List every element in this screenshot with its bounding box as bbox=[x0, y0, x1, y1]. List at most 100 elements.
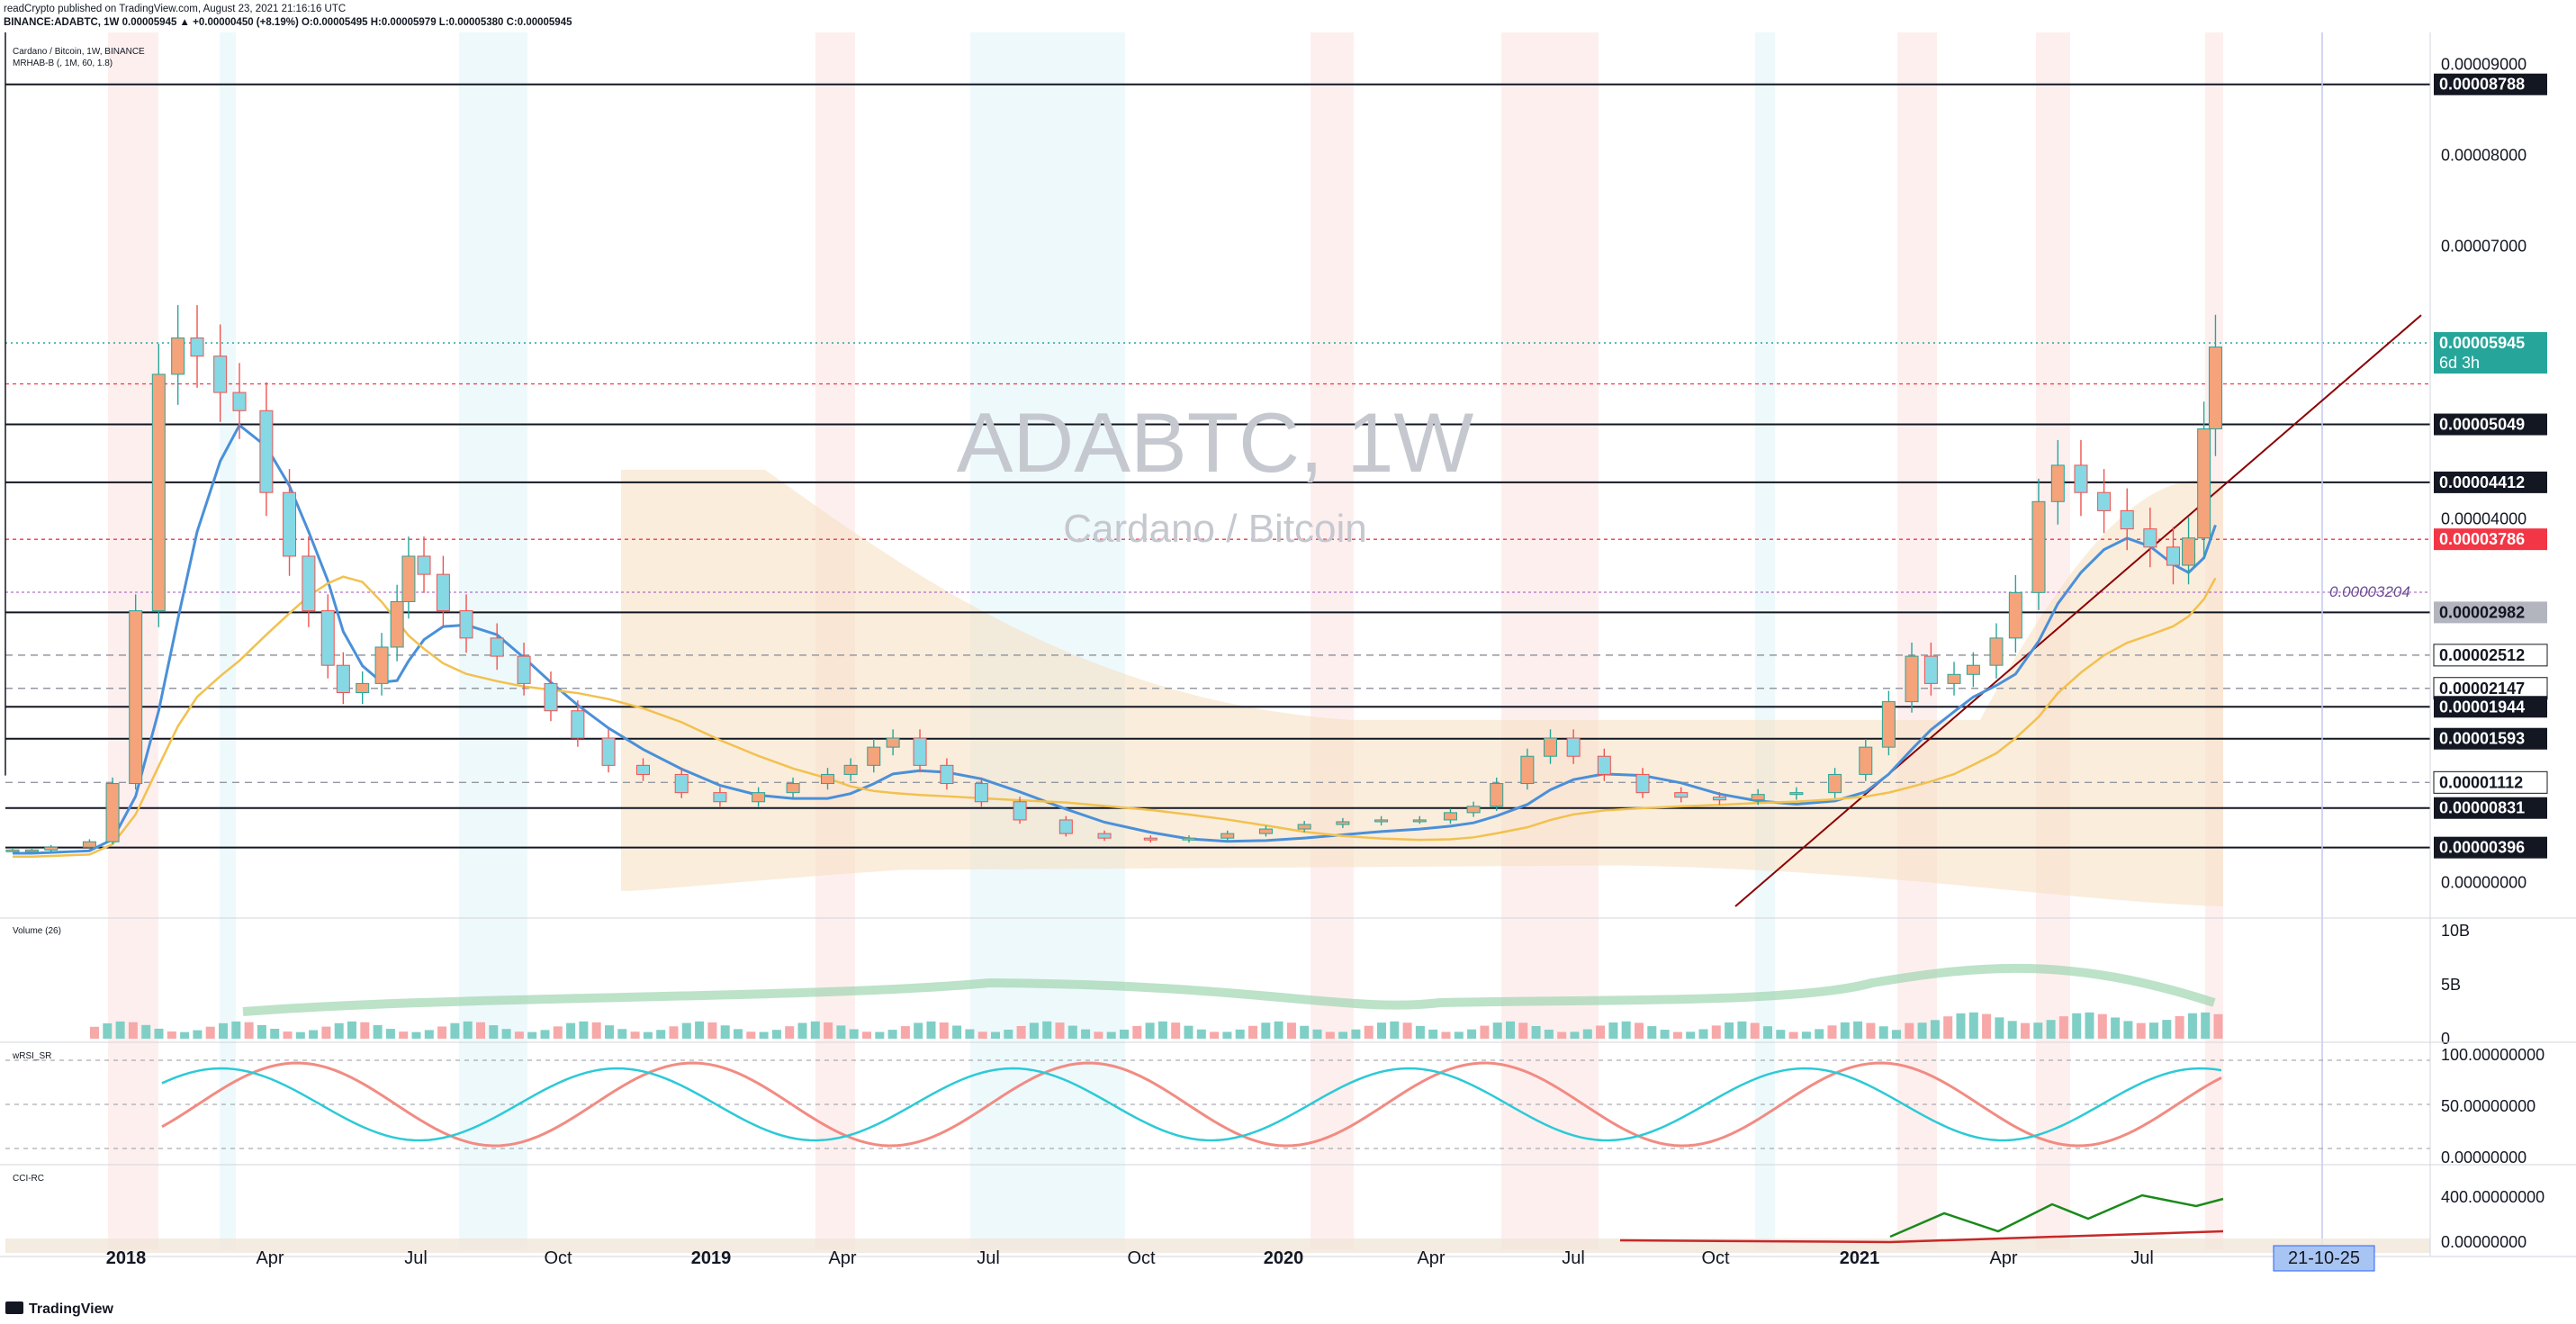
volume-bar bbox=[501, 1029, 511, 1039]
price-level-label-bg bbox=[2434, 727, 2547, 750]
volume-bar bbox=[1492, 1022, 1502, 1039]
volume-bar bbox=[952, 1025, 962, 1039]
candle-body bbox=[1297, 824, 1311, 830]
price-level-label: 0.00002147 bbox=[2439, 680, 2525, 698]
candle-body bbox=[1143, 837, 1157, 841]
volume-bar bbox=[1364, 1025, 1374, 1039]
volume-bar bbox=[2058, 1016, 2068, 1039]
volume-bar bbox=[1750, 1022, 1760, 1039]
chart-canvas[interactable]: 10B 5B 0 100.00000000 50.00000000 0.00000000… bbox=[0, 32, 2576, 1296]
volume-bar bbox=[1776, 1030, 1786, 1039]
volume-bar bbox=[2123, 1021, 2133, 1039]
candle-body bbox=[913, 737, 927, 766]
volume-axis-tick: 5B bbox=[2441, 976, 2461, 994]
volume-bar bbox=[1596, 1025, 1606, 1039]
candle-body bbox=[2166, 546, 2180, 566]
volume-bar bbox=[1467, 1029, 1477, 1039]
price-level-label-bg bbox=[2434, 528, 2547, 551]
ichimoku-cloud bbox=[621, 469, 2223, 906]
candle-body bbox=[356, 682, 370, 693]
volume-bar bbox=[1647, 1026, 1657, 1039]
candle-body bbox=[843, 764, 858, 775]
candle-body bbox=[2074, 464, 2088, 493]
volume-bar bbox=[1518, 1022, 1528, 1039]
candle-body bbox=[1412, 819, 1427, 823]
volume-bar bbox=[450, 1022, 460, 1039]
volume-bar bbox=[1982, 1013, 1992, 1039]
volume-bar bbox=[720, 1025, 730, 1039]
cci-pane-title: CCI-RC bbox=[13, 1174, 44, 1184]
volume-bar bbox=[180, 1031, 190, 1039]
price-level-label-bg bbox=[2434, 471, 2547, 493]
volume-bar bbox=[1943, 1016, 1953, 1039]
volume-bar bbox=[824, 1022, 833, 1039]
candle-body bbox=[190, 337, 204, 357]
price-level-label-bg bbox=[2434, 836, 2547, 859]
candle-body bbox=[459, 610, 473, 639]
candle-body bbox=[2050, 464, 2065, 502]
candle-body bbox=[544, 682, 558, 712]
volume-bar bbox=[1454, 1031, 1464, 1039]
volume-bar bbox=[785, 1026, 795, 1039]
price-level-label: 0.00002512 bbox=[2439, 646, 2525, 664]
volume-bar bbox=[1325, 1031, 1335, 1039]
volume-bar bbox=[1428, 1029, 1438, 1039]
volume-bar bbox=[630, 1031, 640, 1039]
ma-yellow-line bbox=[13, 575, 2217, 859]
volume-bar bbox=[1608, 1022, 1618, 1039]
volume-bar bbox=[1660, 1030, 1670, 1039]
volume-bar bbox=[295, 1031, 305, 1039]
candle-body bbox=[24, 849, 39, 852]
volume-bar bbox=[1184, 1025, 1193, 1039]
time-axis-tick: Apr bbox=[1417, 1248, 1445, 1268]
volume-bar bbox=[849, 1029, 859, 1039]
candle-body bbox=[336, 664, 350, 693]
volume-bar bbox=[1892, 1030, 1901, 1039]
time-axis-tick: Jul bbox=[977, 1248, 1000, 1268]
price-axis-tick: 0.00008000 bbox=[2441, 146, 2526, 164]
time-axis-tick: Jul bbox=[404, 1248, 428, 1268]
brand-name: TradingView bbox=[29, 1301, 113, 1317]
volume-bar bbox=[771, 1030, 781, 1039]
candle-body bbox=[786, 783, 800, 794]
price-axis-tick: 0.00000000 bbox=[2441, 874, 2526, 892]
candle-body bbox=[1544, 737, 1558, 757]
candle-body bbox=[213, 356, 228, 393]
volume-bar bbox=[875, 1031, 885, 1039]
volume-bar bbox=[1171, 1022, 1181, 1039]
volume-bar bbox=[862, 1031, 871, 1039]
volume-bar bbox=[463, 1021, 473, 1039]
volume-bar bbox=[2201, 1012, 2211, 1039]
volume-bar bbox=[2136, 1022, 2146, 1039]
price-level-label: 0.00001112 bbox=[2439, 773, 2523, 791]
volume-bar bbox=[759, 1031, 769, 1039]
volume-bar bbox=[167, 1031, 176, 1039]
wrsi-pane: 100.00000000 50.00000000 0.00000000 bbox=[5, 1046, 2544, 1166]
tradingview-logo[interactable]: TradingView bbox=[5, 1301, 113, 1318]
volume-bar bbox=[1905, 1022, 1914, 1039]
candle-body bbox=[601, 737, 616, 766]
volume-bar bbox=[746, 1031, 756, 1039]
volume-bar bbox=[1930, 1020, 1940, 1039]
volume-bar bbox=[1441, 1031, 1451, 1039]
volume-pane: 10B 5B 0 bbox=[90, 922, 2470, 1048]
time-axis-tick: Apr bbox=[256, 1248, 284, 1268]
candle-body bbox=[401, 555, 416, 602]
price-level-label-bg bbox=[2434, 413, 2547, 436]
volume-bar bbox=[810, 1021, 820, 1039]
price-countdown-label: 6d 3h bbox=[2439, 354, 2480, 372]
wrsi-axis-tick: 50.00000000 bbox=[2441, 1097, 2535, 1115]
volume-bar bbox=[1415, 1025, 1425, 1039]
cci-axis-tick: 0.00000000 bbox=[2441, 1233, 2526, 1251]
volume-bar bbox=[1956, 1013, 1966, 1039]
price-level-label: 0.00001593 bbox=[2439, 730, 2525, 748]
price-axis-tick: 0.00009000 bbox=[2441, 55, 2526, 73]
volume-bar bbox=[514, 1031, 524, 1039]
candle-body bbox=[1828, 773, 1842, 794]
candle-body bbox=[886, 737, 900, 748]
volume-bar bbox=[900, 1026, 910, 1039]
candle-body bbox=[82, 841, 96, 848]
volume-bar bbox=[1698, 1029, 1708, 1039]
price-level-label-bg bbox=[2434, 73, 2547, 95]
volume-bar bbox=[656, 1030, 666, 1039]
